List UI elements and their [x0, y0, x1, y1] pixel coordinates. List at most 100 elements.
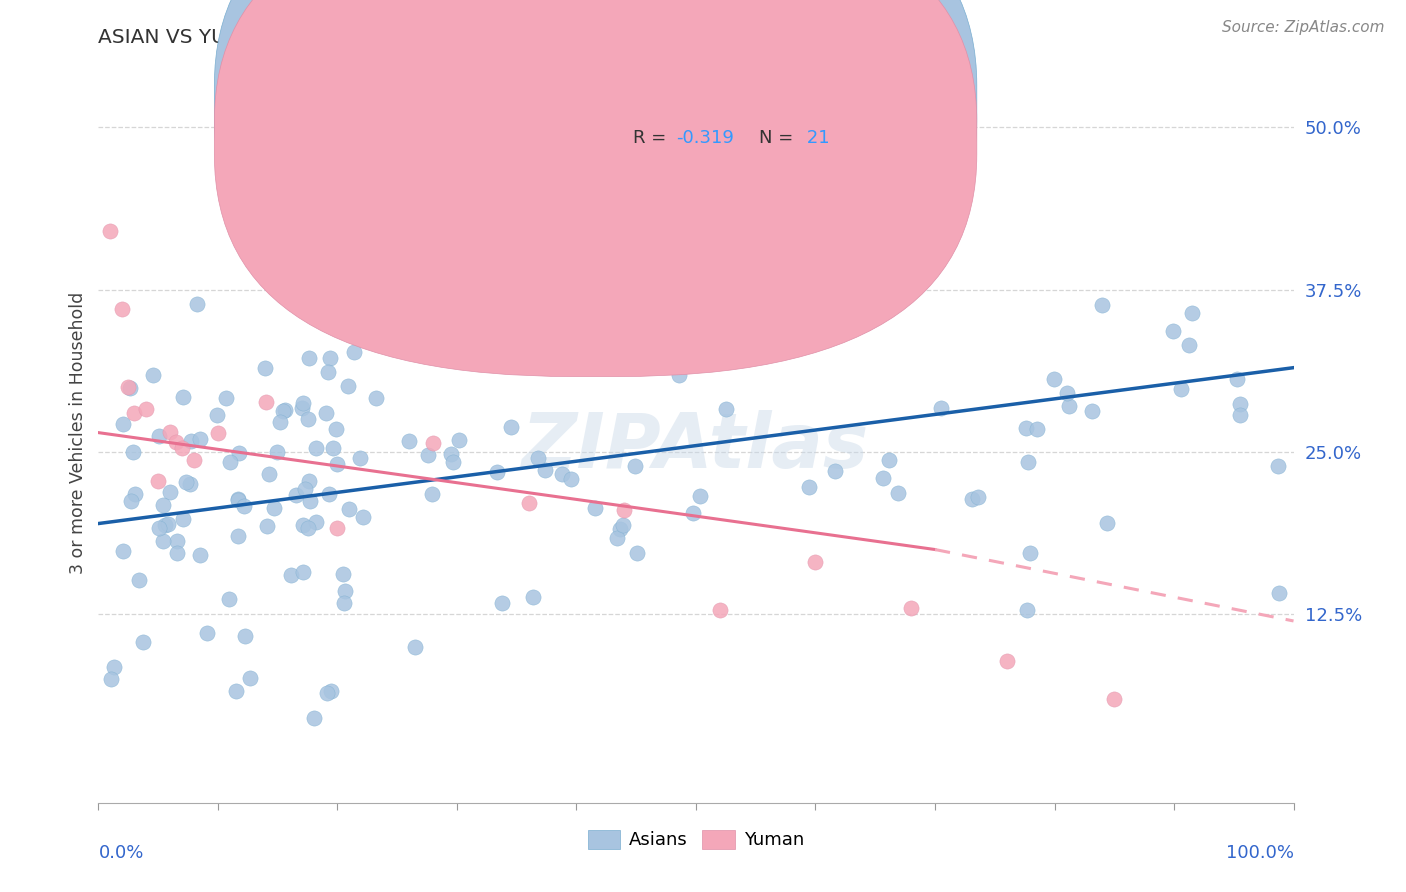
- Point: [124, 406, 146, 420]
- Point: [120, 494, 142, 508]
- Point: [233, 499, 256, 513]
- Point: [128, 574, 150, 588]
- Point: [156, 517, 179, 532]
- Point: [298, 474, 321, 488]
- Point: [872, 471, 894, 485]
- Point: [298, 494, 321, 508]
- Point: [609, 522, 631, 536]
- Text: 21: 21: [801, 129, 830, 147]
- Point: [291, 518, 314, 533]
- Point: [626, 546, 648, 560]
- Point: [233, 629, 256, 643]
- Point: [1177, 337, 1199, 351]
- Point: [319, 683, 342, 698]
- Point: [501, 419, 523, 434]
- Point: [551, 467, 574, 482]
- Point: [1095, 516, 1118, 530]
- Point: [239, 671, 262, 685]
- Point: [316, 365, 339, 379]
- Point: [266, 444, 288, 458]
- Point: [1229, 408, 1251, 422]
- Text: Source: ZipAtlas.com: Source: ZipAtlas.com: [1222, 20, 1385, 35]
- Point: [305, 515, 328, 529]
- Point: [1181, 306, 1204, 320]
- Point: [254, 395, 277, 409]
- Point: [534, 463, 557, 477]
- Point: [271, 404, 294, 418]
- Point: [550, 269, 572, 284]
- Point: [333, 596, 356, 610]
- Point: [689, 489, 711, 503]
- Point: [215, 391, 238, 405]
- Point: [166, 545, 188, 559]
- Point: [225, 683, 247, 698]
- Point: [373, 314, 395, 328]
- Point: [886, 486, 908, 500]
- Point: [612, 518, 634, 533]
- Point: [256, 519, 278, 533]
- Point: [929, 401, 952, 416]
- Point: [294, 483, 316, 497]
- Point: [342, 345, 364, 359]
- Point: [132, 635, 155, 649]
- Point: [121, 444, 143, 458]
- Point: [797, 480, 820, 494]
- Point: [120, 381, 142, 395]
- Point: [159, 485, 181, 500]
- Point: [960, 492, 983, 507]
- Point: [738, 322, 761, 336]
- Point: [172, 442, 194, 456]
- Point: [352, 509, 374, 524]
- Point: [332, 566, 354, 581]
- Point: [360, 265, 382, 279]
- Point: [257, 467, 280, 482]
- Point: [228, 446, 250, 460]
- Point: [218, 455, 240, 469]
- Point: [1091, 297, 1114, 311]
- Point: [298, 351, 321, 365]
- Point: [449, 433, 471, 447]
- Point: [98, 224, 122, 238]
- Point: [613, 502, 636, 516]
- Point: [148, 475, 170, 489]
- Text: 100.0%: 100.0%: [1226, 844, 1294, 862]
- Point: [291, 396, 314, 410]
- Point: [226, 491, 249, 506]
- Point: [804, 555, 827, 569]
- Point: [606, 531, 628, 545]
- Point: [1104, 692, 1126, 706]
- Point: [1017, 603, 1039, 617]
- Point: [440, 447, 463, 461]
- Text: N =: N =: [759, 129, 799, 147]
- Point: [148, 521, 170, 535]
- Point: [269, 416, 291, 430]
- Point: [318, 487, 340, 501]
- Text: ASIAN VS YUMAN 3 OR MORE VEHICLES IN HOUSEHOLD CORRELATION CHART: ASIAN VS YUMAN 3 OR MORE VEHICLES IN HOU…: [98, 28, 887, 47]
- Point: [1229, 397, 1251, 411]
- Point: [302, 711, 325, 725]
- Point: [995, 655, 1018, 669]
- Point: [135, 402, 157, 417]
- Point: [1267, 459, 1289, 474]
- Point: [1056, 386, 1078, 401]
- Point: [166, 533, 188, 548]
- Point: [422, 487, 444, 501]
- Point: [1059, 399, 1081, 413]
- Point: [188, 432, 211, 446]
- Point: [218, 592, 240, 607]
- Point: [714, 401, 737, 416]
- Point: [349, 451, 371, 466]
- Point: [1017, 455, 1039, 469]
- Point: [111, 544, 134, 558]
- Point: [337, 502, 360, 516]
- Point: [416, 448, 439, 462]
- Point: [1170, 382, 1192, 396]
- Point: [297, 521, 319, 535]
- Point: [253, 360, 276, 375]
- Point: [583, 501, 606, 516]
- Point: [207, 425, 229, 440]
- Point: [153, 518, 176, 533]
- Point: [148, 429, 170, 443]
- Point: [197, 625, 219, 640]
- Point: [522, 591, 544, 605]
